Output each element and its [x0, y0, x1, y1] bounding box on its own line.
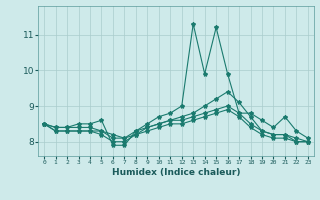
- X-axis label: Humidex (Indice chaleur): Humidex (Indice chaleur): [112, 168, 240, 177]
